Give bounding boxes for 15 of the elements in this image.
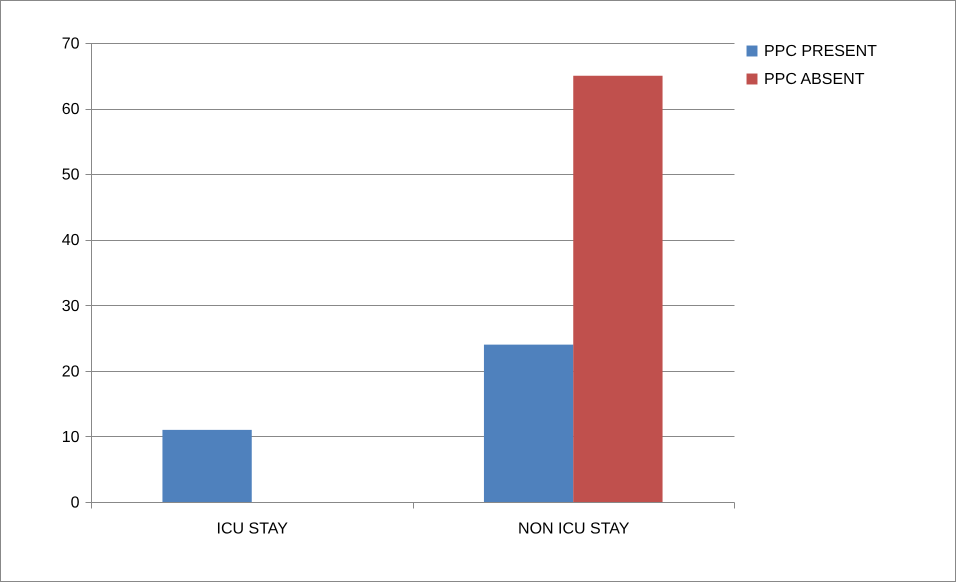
y-tick-label: 70 bbox=[62, 36, 80, 52]
bar bbox=[484, 344, 574, 502]
y-tick-label: 40 bbox=[62, 232, 80, 250]
x-tick-label: ICU STAY bbox=[216, 520, 288, 538]
legend-label: PPC ABSENT bbox=[764, 71, 865, 88]
x-tick-label: NON ICU STAY bbox=[518, 520, 630, 538]
bar bbox=[162, 430, 252, 502]
y-tick-label: 0 bbox=[70, 494, 80, 512]
y-tick-label: 30 bbox=[62, 298, 80, 315]
y-tick-label: 20 bbox=[62, 363, 80, 380]
y-tick-label: 50 bbox=[62, 166, 80, 184]
y-tick-label: 10 bbox=[62, 428, 80, 446]
bar bbox=[573, 76, 663, 502]
y-tick-label: 60 bbox=[62, 101, 80, 118]
legend-label: PPC PRESENT bbox=[764, 43, 878, 60]
